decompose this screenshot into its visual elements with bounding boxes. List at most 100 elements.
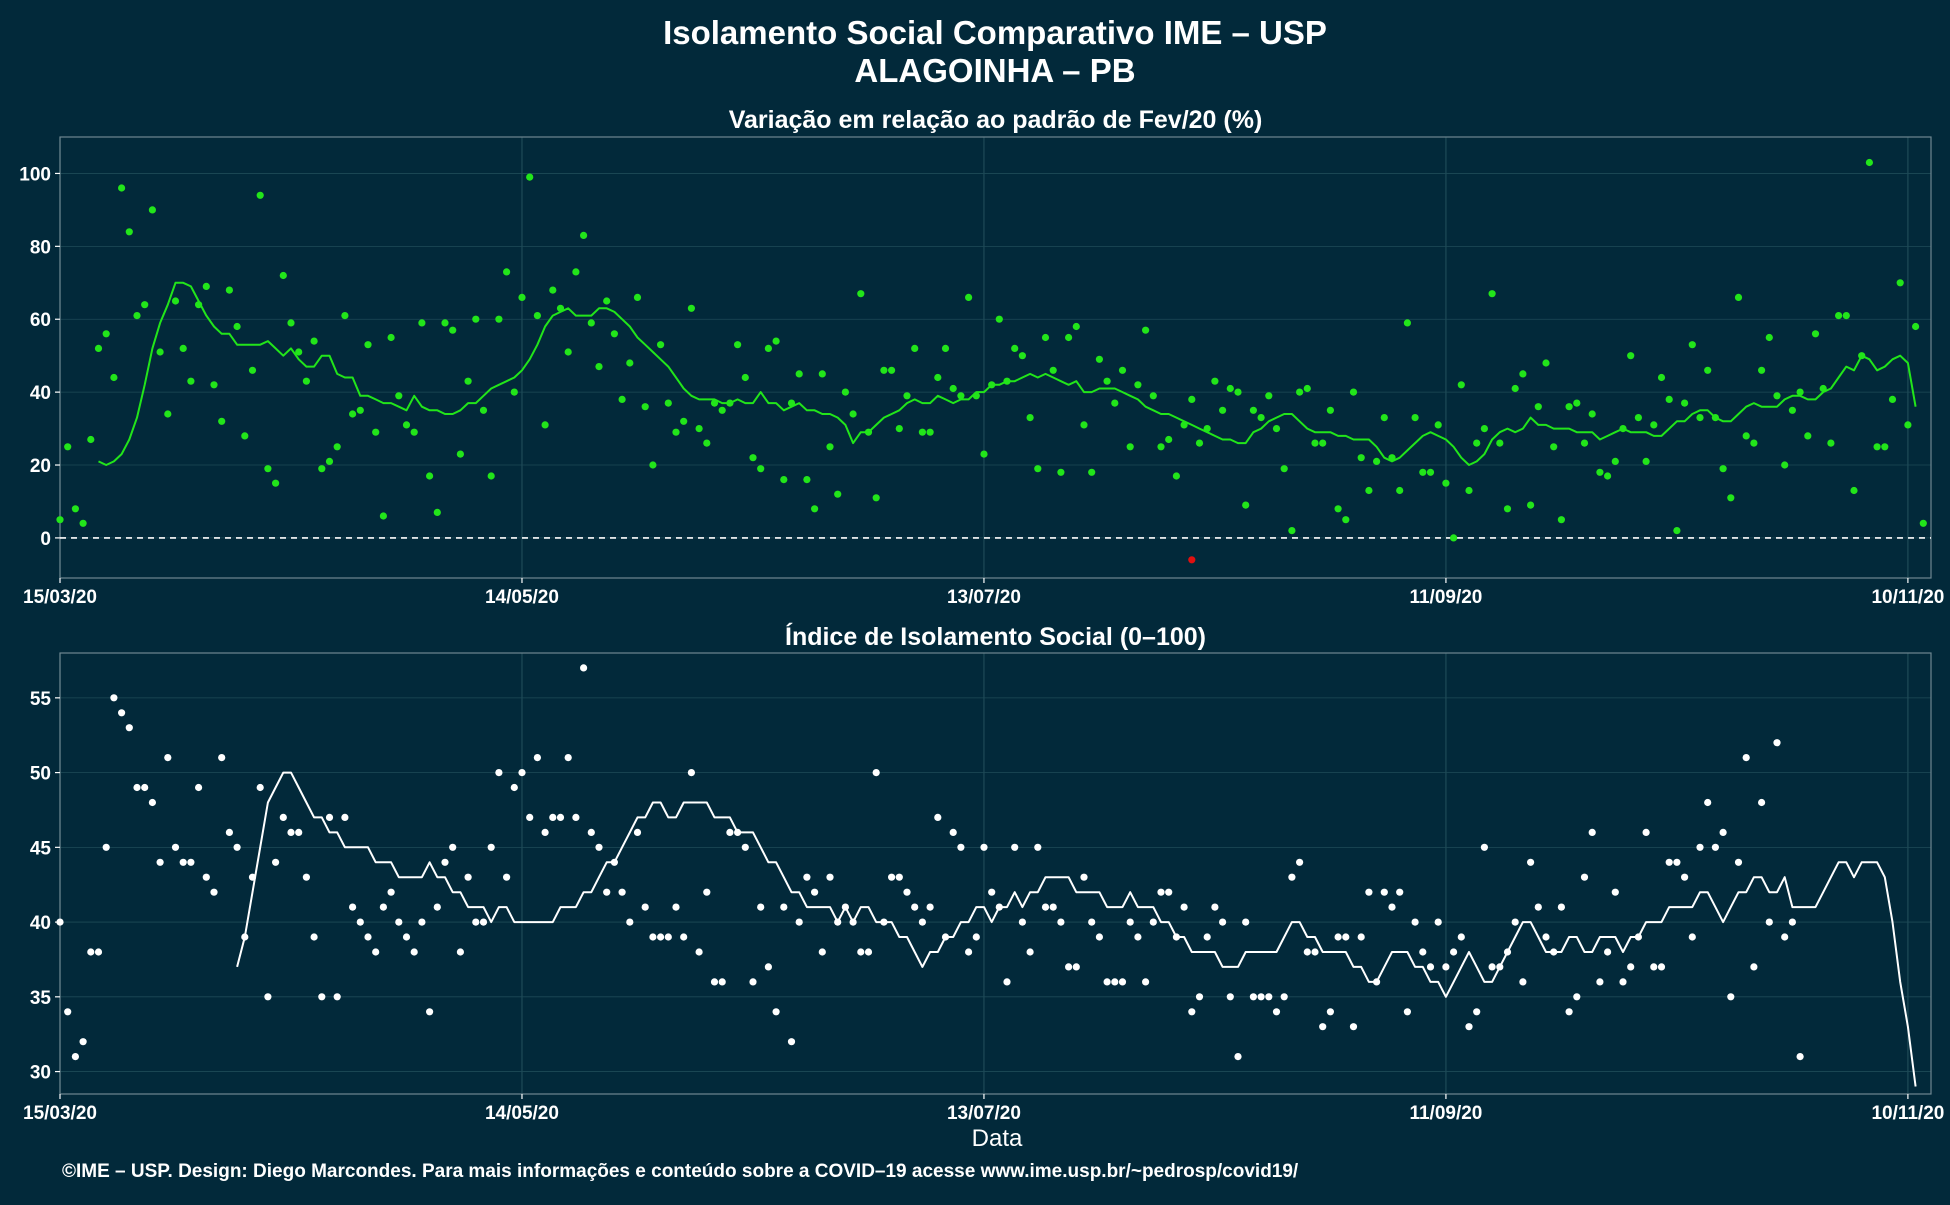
data-point <box>503 873 511 881</box>
data-point <box>1357 454 1365 462</box>
data-point <box>1165 435 1173 444</box>
data-point <box>510 783 518 792</box>
data-point <box>133 783 141 792</box>
data-point <box>1604 472 1612 480</box>
data-point <box>1480 425 1488 433</box>
data-point <box>1211 903 1219 911</box>
data-point <box>1118 366 1127 374</box>
data-point <box>1734 293 1743 301</box>
data-point <box>1765 918 1773 926</box>
data-point <box>1303 948 1311 956</box>
data-point <box>510 388 518 396</box>
data-point <box>1211 377 1219 385</box>
data-point <box>980 450 988 458</box>
data-point <box>1265 392 1273 400</box>
data-point <box>1257 414 1265 422</box>
data-point <box>1065 333 1073 342</box>
y-tick-label: 80 <box>30 237 51 258</box>
data-point <box>1334 505 1342 513</box>
data-point <box>318 993 326 1001</box>
data-point <box>1319 1023 1327 1031</box>
data-point <box>1642 828 1650 837</box>
data-point <box>1180 903 1188 911</box>
data-point <box>1280 993 1288 1001</box>
data-point <box>1011 344 1019 352</box>
data-point <box>726 828 734 837</box>
x-tick-label: 10/11/20 <box>1871 1103 1944 1124</box>
data-point <box>1234 1053 1242 1061</box>
data-point <box>456 948 464 956</box>
data-point <box>1773 392 1781 400</box>
data-point <box>79 519 87 527</box>
data-point <box>895 873 903 881</box>
panel-border <box>59 652 1932 1095</box>
data-point <box>179 344 187 352</box>
data-point <box>110 373 118 382</box>
data-point <box>518 293 526 301</box>
data-point <box>1696 843 1704 851</box>
chart-subtitle: ALAGOINHA – PB <box>854 52 1135 89</box>
data-point <box>1688 341 1696 349</box>
data-point <box>1311 948 1319 956</box>
data-point <box>472 918 480 926</box>
data-point <box>349 903 357 911</box>
y-tick-label: 45 <box>30 838 52 859</box>
data-point <box>1272 425 1281 433</box>
data-point <box>857 948 865 956</box>
data-point <box>1650 963 1658 971</box>
data-point <box>787 1038 796 1046</box>
data-point <box>780 903 788 911</box>
data-point <box>880 366 888 374</box>
data-point <box>1557 516 1565 524</box>
data-point <box>1334 933 1342 941</box>
data-point <box>572 268 580 276</box>
data-point <box>1480 843 1488 851</box>
data-point <box>1157 443 1165 451</box>
panel-title: Variação em relação ao padrão de Fev/20 … <box>729 106 1263 134</box>
data-point <box>218 754 226 762</box>
data-point <box>1003 978 1011 986</box>
data-point <box>264 993 272 1001</box>
data-point <box>988 888 996 896</box>
data-point <box>934 813 942 822</box>
data-point <box>64 1008 72 1016</box>
data-point <box>695 948 703 956</box>
y-tick-label: 50 <box>30 764 51 785</box>
data-point <box>1272 1008 1281 1016</box>
data-point <box>1442 479 1450 487</box>
data-point <box>441 319 449 327</box>
data-point <box>541 421 549 429</box>
data-point <box>1527 501 1535 509</box>
data-point <box>556 813 565 822</box>
data-point <box>1041 903 1050 911</box>
data-point <box>1827 439 1835 447</box>
data-point <box>1396 486 1404 495</box>
data-point <box>1550 443 1558 451</box>
x-tick-label: 10/11/20 <box>1871 587 1944 608</box>
data-point <box>1080 421 1088 429</box>
data-point <box>1511 918 1519 926</box>
data-point <box>225 286 233 294</box>
data-point <box>903 392 911 400</box>
data-point <box>1088 468 1096 476</box>
data-point <box>772 337 780 345</box>
data-point <box>256 783 264 792</box>
data-point <box>1850 486 1858 495</box>
data-point <box>1681 873 1689 881</box>
data-point <box>1026 414 1034 422</box>
x-tick-label: 15/03/20 <box>23 1103 97 1124</box>
data-point <box>1142 978 1150 986</box>
data-point <box>364 341 372 349</box>
data-point <box>849 410 857 418</box>
data-point <box>1149 918 1157 926</box>
data-point <box>795 918 803 926</box>
data-point <box>1426 963 1435 971</box>
data-point <box>1727 494 1735 502</box>
data-point <box>741 373 749 382</box>
data-point <box>541 828 549 837</box>
data-point <box>872 769 880 777</box>
data-point <box>1411 414 1419 422</box>
data-point <box>926 428 934 436</box>
data-point <box>1788 918 1796 926</box>
data-point <box>949 828 957 837</box>
